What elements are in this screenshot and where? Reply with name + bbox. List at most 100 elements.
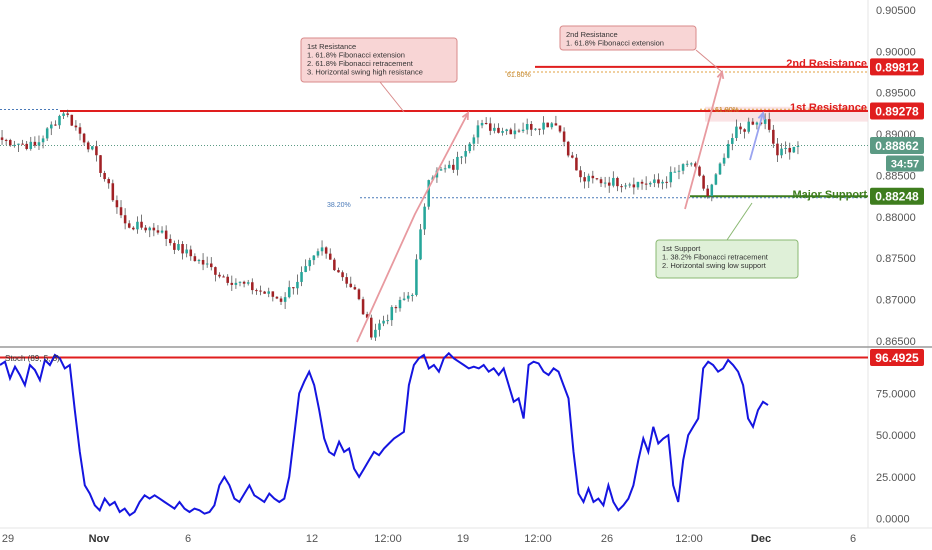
candle-body <box>735 126 738 139</box>
candle-body <box>263 291 266 294</box>
time-axis-tick-label: 12:00 <box>374 533 402 545</box>
first-support-note-line: 2. Horizontal swing low support <box>662 261 767 270</box>
candle-body <box>460 156 463 158</box>
candle-body <box>562 131 566 142</box>
candle-body <box>726 143 730 158</box>
candle-body <box>91 146 94 150</box>
candle-body <box>677 170 681 172</box>
candle-body <box>41 138 45 143</box>
candle-body <box>566 141 570 156</box>
candle-body <box>152 227 156 231</box>
second-resistance-tag: 0.89812 <box>875 60 919 74</box>
candle-body <box>50 124 53 129</box>
time-axis-tick-label: 12:00 <box>675 533 703 545</box>
candle-body <box>694 163 697 167</box>
candle-body <box>612 177 615 186</box>
candle-body <box>173 243 176 250</box>
candle-body <box>415 259 418 295</box>
candle-body <box>607 182 611 186</box>
candle-body <box>648 182 652 185</box>
first-resistance-note-line: 2. 61.8% Fibonacci retracement <box>307 59 414 68</box>
candle-body <box>480 122 484 126</box>
countdown-tag-bg <box>886 155 924 172</box>
candle-body <box>497 127 500 133</box>
candle-body <box>82 133 86 143</box>
candle-body <box>45 128 49 139</box>
candle-body <box>0 137 4 140</box>
candle-body <box>292 287 295 289</box>
candle-body <box>70 114 74 126</box>
candle-body <box>530 123 533 130</box>
candle-body <box>279 298 283 302</box>
candle-body <box>743 129 746 132</box>
first-resistance-tag-bg <box>870 102 924 120</box>
candle-body <box>406 295 410 299</box>
candle-body <box>398 299 402 309</box>
candle-body <box>357 289 361 300</box>
stoch-layer <box>0 351 868 517</box>
time-axis-tick-label: 19 <box>457 533 469 545</box>
first-support-note-box <box>655 239 799 279</box>
candle-body <box>690 163 693 165</box>
stoch-axis-tick-label: 25.0000 <box>876 472 916 484</box>
candle-body <box>242 281 246 284</box>
major-support-tag: 0.88248 <box>875 190 919 204</box>
candle-body <box>328 253 332 260</box>
candle-body <box>312 255 316 261</box>
candle-body <box>747 121 750 132</box>
candle-body <box>587 175 590 182</box>
candle-body <box>86 142 90 150</box>
candle-body <box>772 129 775 144</box>
time-axis-tick-label: 6 <box>185 533 191 545</box>
candle-body <box>571 155 574 158</box>
candle-body <box>575 157 578 171</box>
first-resistance-label: 1st Resistance <box>790 102 867 114</box>
candle-body <box>144 227 147 231</box>
candle-body <box>136 221 139 230</box>
price-axis-tick-label: 0.90000 <box>876 46 916 58</box>
candle-body <box>226 276 229 283</box>
candle-body <box>599 179 603 184</box>
candle-body <box>238 281 242 283</box>
candle-body <box>156 230 160 233</box>
candle-body <box>361 299 365 315</box>
time-axis-tick-label: 12:00 <box>524 533 552 545</box>
candle-body <box>763 119 767 124</box>
candle-body <box>382 320 385 324</box>
candle-body <box>632 184 636 188</box>
last-price-tag: 0.88862 <box>875 139 919 153</box>
candle-body <box>349 283 353 288</box>
stoch-indicator-title[interactable]: Stoch (89, 5, 3) <box>5 354 60 363</box>
candle-body <box>78 127 82 134</box>
candle-body <box>148 227 152 231</box>
candle-body <box>390 307 394 321</box>
candle-body <box>767 119 771 130</box>
candle-body <box>579 170 582 178</box>
candle-body <box>168 238 172 244</box>
price-axis-tick-label: 0.87000 <box>876 294 916 306</box>
candle-body <box>521 129 525 132</box>
price-axis-tick-label: 0.88500 <box>876 170 916 182</box>
candle-body <box>246 282 250 284</box>
candle-body <box>185 249 188 254</box>
time-axis-tick-label: 12 <box>306 533 318 545</box>
candle-body <box>546 122 549 128</box>
candle-body <box>214 267 217 275</box>
candle-body <box>731 138 734 144</box>
candle-body <box>509 129 513 135</box>
candle-body <box>636 181 640 188</box>
candle-body <box>62 113 65 116</box>
candle-body <box>493 127 496 131</box>
candle-body <box>132 227 135 230</box>
arrow-layer <box>356 70 766 343</box>
first-resistance-note-pointer <box>379 81 405 113</box>
candle-body <box>275 296 279 299</box>
candle-body <box>119 207 123 216</box>
candle-body <box>111 183 115 201</box>
candle-body <box>37 142 41 146</box>
candle-body <box>595 178 599 180</box>
candle-body <box>411 294 414 296</box>
candle-body <box>443 168 447 170</box>
candle-body <box>300 272 303 282</box>
candle-body <box>620 186 623 188</box>
